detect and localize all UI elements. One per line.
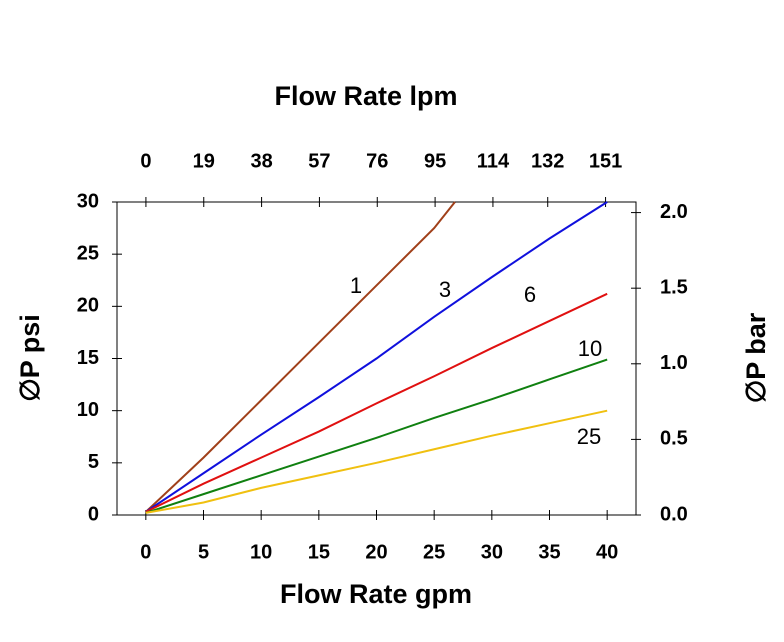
series-line — [145, 201, 608, 513]
series-line — [145, 292, 608, 513]
x2-tick-label: 0 — [140, 150, 151, 172]
x2-tick-label: 57 — [308, 150, 330, 172]
series-label: 6 — [524, 282, 536, 307]
x2-tick-label: 95 — [424, 150, 446, 172]
y2-tick-label: 1.0 — [660, 352, 688, 374]
y-tick-label: 0 — [88, 503, 99, 525]
y2-tick-label: 2.0 — [660, 201, 688, 223]
y-tick-label: 25 — [77, 242, 99, 264]
series-label: 25 — [577, 424, 601, 449]
x2-tick-label: 114 — [477, 150, 510, 172]
x2-tick-label: 19 — [193, 150, 215, 172]
x-tick-label: 20 — [365, 541, 387, 563]
x-tick-label: 35 — [538, 541, 560, 563]
y2-tick-label: 0.5 — [660, 428, 688, 450]
y2-title: ∅P bar — [741, 312, 771, 403]
series-line — [145, 358, 608, 514]
y-tick-label: 10 — [77, 399, 99, 421]
x-tick-label: 0 — [140, 541, 151, 563]
y-title: ∅P psi — [15, 314, 45, 402]
y-tick-label: 30 — [77, 190, 99, 212]
series-label: 3 — [439, 277, 451, 302]
y-tick-label: 20 — [77, 295, 99, 317]
y2-tick-label: 0.0 — [660, 503, 688, 525]
y-tick-label: 5 — [88, 451, 99, 473]
x-tick-label: 25 — [423, 541, 445, 563]
series-label: 1 — [350, 273, 362, 298]
series-line — [145, 409, 608, 514]
y-tick-label: 15 — [77, 347, 99, 369]
x-title: Flow Rate gpm — [280, 579, 472, 609]
x-tick-label: 10 — [250, 541, 272, 563]
x-tick-label: 30 — [481, 541, 503, 563]
series-label: 10 — [578, 336, 602, 361]
x2-title: Flow Rate lpm — [274, 81, 457, 111]
y2-tick-label: 1.5 — [660, 276, 688, 298]
x2-tick-label: 76 — [366, 150, 388, 172]
x-tick-label: 15 — [308, 541, 330, 563]
x2-tick-label: 132 — [531, 150, 564, 172]
x-tick-label: 5 — [198, 541, 209, 563]
x2-tick-label: 38 — [250, 150, 272, 172]
x2-tick-label: 151 — [589, 150, 622, 172]
series-line — [145, 201, 456, 513]
x-tick-label: 40 — [596, 541, 618, 563]
